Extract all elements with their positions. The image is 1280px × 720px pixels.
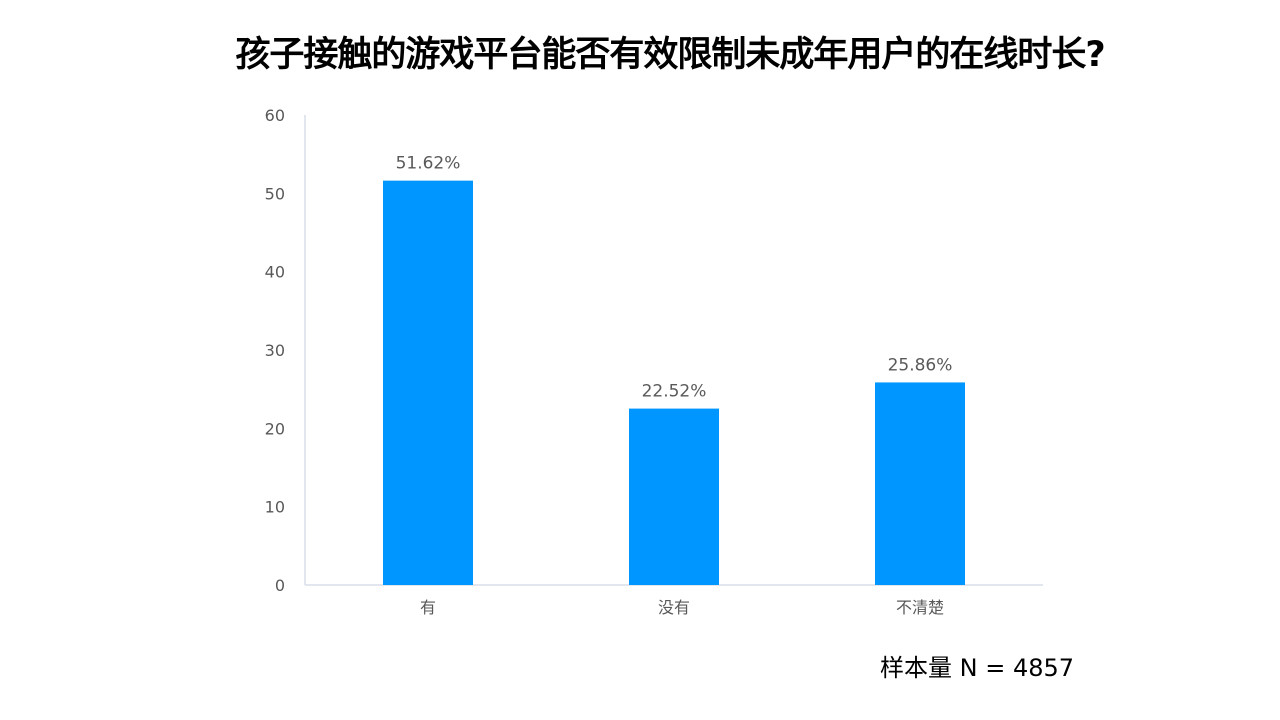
y-tick-label: 50 [265,184,285,203]
bar-data-label: 22.52% [642,382,707,402]
y-tick-label: 40 [265,263,285,282]
x-tick-label: 没有 [658,598,690,617]
sample-size-note: 样本量 N = 4857 [880,654,1075,682]
y-tick-label: 20 [265,419,285,438]
bar-data-label: 25.86% [888,355,953,375]
x-tick-label: 有 [420,598,436,617]
y-tick-labels: 0 10 20 30 40 50 60 [265,106,285,595]
chart-title: 孩子接触的游戏平台能否有效限制未成年用户的在线时长? [235,35,1105,75]
bars [383,180,965,586]
bar [875,382,965,585]
bar-data-label: 51.62% [396,154,461,174]
x-tick-label: 不清楚 [896,598,944,617]
y-tick-label: 60 [265,106,285,125]
bar [629,408,719,585]
y-tick-label: 30 [265,341,285,360]
x-tick-labels: 有 没有 不清楚 [420,598,944,617]
data-labels: 51.62% 22.52% 25.86% [396,154,953,402]
y-tick-label: 0 [275,576,285,595]
y-tick-label: 10 [265,498,285,517]
bar [383,180,473,586]
